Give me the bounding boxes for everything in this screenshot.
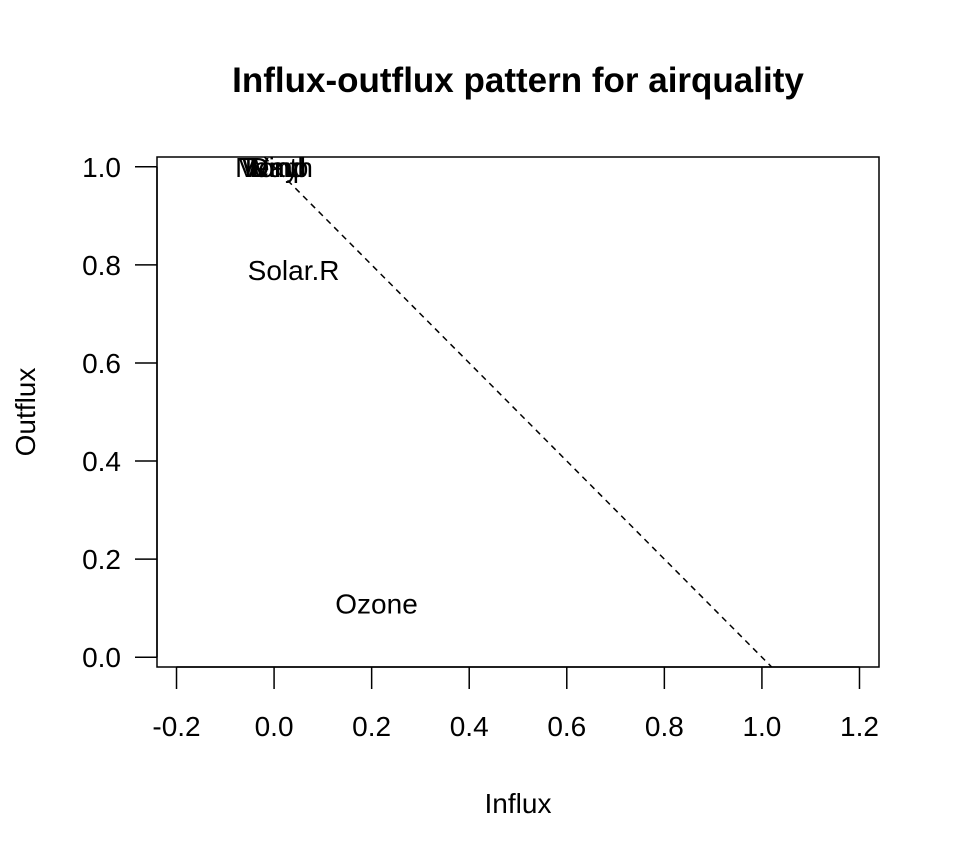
y-tick-label: 0.8: [82, 250, 121, 281]
x-tick-label: 1.0: [742, 711, 781, 742]
y-tick-label: 0.2: [82, 544, 121, 575]
x-tick-label: -0.2: [152, 711, 200, 742]
chart-title: Influx-outflux pattern for airquality: [232, 61, 804, 100]
x-axis: -0.2 0.0 0.2 0.4 0.6 0.8 1.0 1.2: [152, 666, 879, 742]
y-tick-label: 0.4: [82, 446, 121, 477]
point-label-month: Month: [235, 152, 313, 183]
point-label-solar-r: Solar.R: [248, 255, 340, 286]
reference-line: [263, 156, 773, 668]
point-label-wind: Wind: [242, 152, 306, 183]
x-tick-label: 0.4: [450, 711, 489, 742]
y-axis-label: Outflux: [10, 368, 41, 457]
x-tick-label: 0.0: [255, 711, 294, 742]
y-tick-label: 1.0: [82, 152, 121, 183]
x-tick-label: 0.2: [352, 711, 391, 742]
plot-frame: [156, 156, 880, 668]
x-tick-label: 0.8: [645, 711, 684, 742]
x-axis-label: Influx: [485, 788, 552, 819]
y-tick-label: 0.6: [82, 348, 121, 379]
point-label-day: Day: [249, 152, 299, 183]
x-tick-label: 0.6: [547, 711, 586, 742]
x-tick-label: 1.2: [840, 711, 879, 742]
y-tick-label: 0.0: [82, 642, 121, 673]
point-label-ozone: Ozone: [335, 588, 418, 619]
y-axis: 0.0 0.2 0.4 0.6 0.8 1.0: [82, 152, 158, 673]
point-label-temp: Temp: [240, 152, 308, 183]
